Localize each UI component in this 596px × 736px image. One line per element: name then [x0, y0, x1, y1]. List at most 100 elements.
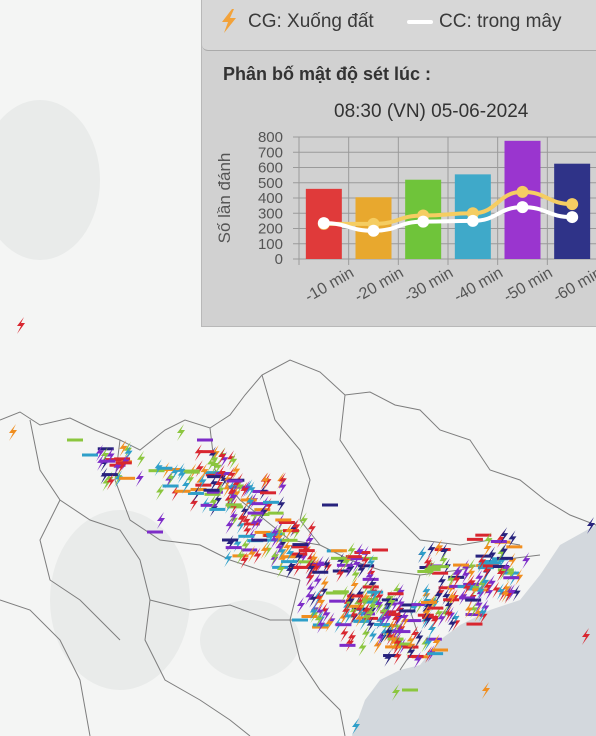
strike-dash — [200, 503, 217, 507]
y-tick-label: 300 — [258, 205, 283, 222]
strike-dash — [247, 511, 264, 515]
strike-bolt-icon — [309, 603, 318, 621]
strike-bolt-icon — [359, 613, 368, 631]
strike-bolt-icon — [340, 585, 349, 603]
strike-bolt-icon — [309, 590, 318, 608]
strike-bolt-icon — [369, 587, 378, 605]
strike-bolt-icon — [320, 575, 329, 593]
strike-dash — [503, 576, 520, 580]
strike-bolt-icon — [307, 520, 316, 538]
strike-bolt-icon — [278, 472, 287, 490]
strike-bolt-icon — [241, 537, 250, 555]
strike-bolt-icon — [236, 478, 245, 496]
strike-dash — [432, 648, 448, 652]
strike-bolt-icon — [361, 625, 370, 643]
strike-bolt-icon — [283, 539, 292, 557]
strike-dash — [466, 622, 483, 626]
strike-dash — [82, 453, 98, 457]
strike-bolt-icon — [230, 498, 239, 516]
strike-bolt-icon — [477, 576, 486, 594]
strike-dash — [195, 483, 212, 487]
strike-dash — [209, 507, 226, 511]
strike-bolt-icon — [376, 629, 385, 647]
strike-bolt-icon — [427, 620, 436, 638]
strike-bolt-icon — [320, 602, 329, 620]
strike-bolt-icon — [423, 554, 432, 572]
strike-bolt-icon — [312, 559, 321, 577]
strike-bolt-icon — [322, 606, 331, 624]
strike-bolt-icon — [248, 545, 257, 563]
strike-bolt-icon — [482, 682, 490, 699]
series-point — [317, 217, 330, 230]
strike-bolt-icon — [209, 493, 218, 511]
strike-bolt-icon — [345, 594, 354, 612]
strike-dash — [330, 549, 347, 553]
strike-bolt-icon — [448, 615, 457, 633]
series-point — [466, 214, 479, 227]
strike-bolt-icon — [314, 611, 323, 629]
strike-bolt-icon — [355, 543, 364, 561]
strike-bolt-icon — [452, 571, 461, 589]
strike-dash — [424, 567, 441, 571]
strike-dash — [475, 533, 492, 537]
strike-bolt-icon — [461, 566, 470, 584]
strike-bolt-icon — [250, 507, 259, 525]
strike-bolt-icon — [362, 602, 371, 620]
strike-dash — [183, 469, 200, 473]
strike-dash — [190, 487, 207, 491]
strike-dash — [438, 586, 455, 590]
strike-bolt-icon — [446, 606, 455, 624]
y-tick-label: 700 — [258, 144, 283, 161]
strike-bolt-icon — [217, 465, 226, 483]
strike-bolt-icon — [177, 424, 185, 441]
strike-dash — [162, 484, 179, 488]
strike-bolt-icon — [502, 559, 511, 577]
strike-bolt-icon — [462, 559, 471, 577]
strike-dash — [421, 615, 438, 619]
strike-dash — [99, 459, 116, 463]
strike-bolt-icon — [357, 561, 366, 579]
strike-bolt-icon — [325, 615, 334, 633]
strike-bolt-icon — [348, 629, 357, 647]
strike-bolt-icon — [342, 602, 351, 620]
strike-bolt-icon — [386, 628, 395, 646]
strike-bolt-icon — [310, 606, 319, 624]
strike-bolt-icon — [317, 593, 326, 611]
strike-bolt-icon — [366, 616, 375, 634]
strike-bolt-icon — [487, 574, 496, 592]
panel-timestamp: 08:30 (VN) 05-06-2024 — [334, 101, 529, 122]
x-tick-label: -50 min — [501, 264, 556, 305]
strike-bolt-icon — [352, 718, 360, 735]
strike-bolt-icon — [430, 612, 439, 630]
strike-dash — [105, 458, 122, 462]
strike-bolt-icon — [478, 604, 487, 622]
strike-bolt-icon — [182, 477, 190, 494]
strike-bolt-icon — [367, 564, 376, 582]
y-tick-label: 500 — [258, 175, 283, 192]
strike-bolt-icon — [167, 469, 176, 487]
strike-dash — [97, 447, 114, 451]
strike-bolt-icon — [427, 541, 436, 559]
strike-bolt-icon — [102, 474, 111, 492]
strike-bolt-icon — [582, 628, 590, 645]
strike-bolt-icon — [483, 578, 492, 596]
strike-bolt-icon — [223, 480, 232, 498]
strike-bolt-icon — [227, 484, 236, 502]
strike-dash — [222, 538, 238, 542]
strike-dash — [361, 597, 378, 601]
strike-bolt-icon — [277, 496, 286, 514]
strike-bolt-icon — [357, 605, 366, 623]
strike-bolt-icon — [232, 476, 241, 494]
strike-bolt-icon — [119, 439, 128, 457]
strike-bolt-icon — [349, 607, 358, 625]
strike-bolt-icon — [211, 457, 220, 475]
strike-bolt-icon — [171, 484, 180, 502]
strike-bolt-icon — [392, 684, 400, 701]
strike-dash — [203, 471, 220, 475]
strike-bolt-icon — [390, 596, 399, 614]
strike-dash — [281, 560, 298, 564]
strike-dash — [459, 596, 476, 600]
strike-bolt-icon — [422, 604, 431, 622]
strike-bolt-icon — [410, 599, 419, 617]
